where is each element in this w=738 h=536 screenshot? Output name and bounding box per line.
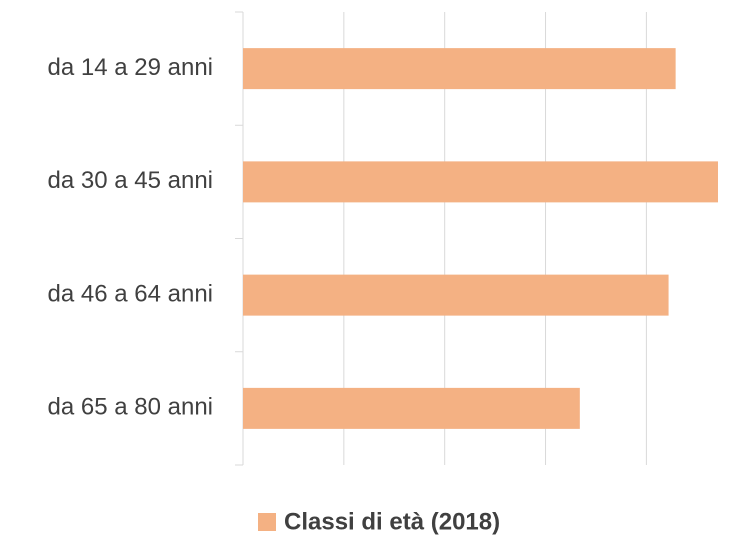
bar [243,48,676,90]
legend-label: Classi di età (2018) [284,508,500,535]
y-tick-label: da 65 a 80 anni [48,394,213,421]
bar [243,387,580,429]
legend-swatch [258,513,276,531]
bar [243,274,669,316]
y-tick-label: da 46 a 64 anni [48,280,213,307]
bar [243,161,718,203]
y-tick-label: da 14 a 29 anni [48,54,213,81]
y-tick-label: da 30 a 45 anni [48,167,213,194]
